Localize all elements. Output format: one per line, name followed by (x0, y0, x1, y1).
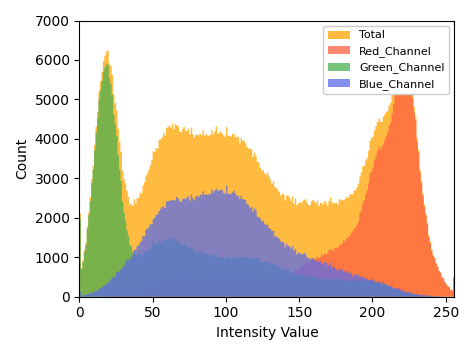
Polygon shape (80, 186, 455, 297)
Y-axis label: Count: Count (15, 138, 29, 179)
Legend: Total, Red_Channel, Green_Channel, Blue_Channel: Total, Red_Channel, Green_Channel, Blue_… (323, 26, 449, 94)
Polygon shape (80, 46, 455, 297)
X-axis label: Intensity Value: Intensity Value (216, 326, 319, 340)
Polygon shape (80, 34, 455, 297)
Polygon shape (80, 65, 455, 297)
